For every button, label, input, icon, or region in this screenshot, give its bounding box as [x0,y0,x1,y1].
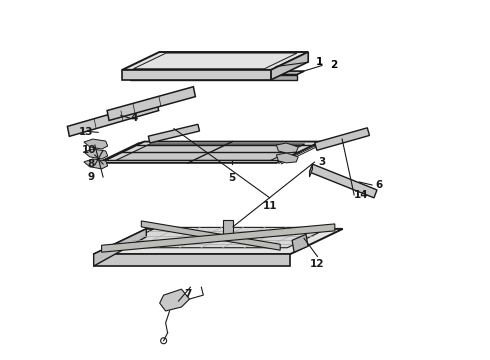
Polygon shape [84,149,108,159]
Text: 1: 1 [316,57,323,67]
Polygon shape [292,234,308,252]
Polygon shape [276,153,298,163]
Polygon shape [130,71,304,75]
Text: 9: 9 [88,172,95,182]
Text: 13: 13 [79,127,94,138]
Polygon shape [148,124,199,143]
Polygon shape [122,52,308,70]
Polygon shape [101,224,335,252]
Polygon shape [276,143,298,153]
Text: 3: 3 [319,157,326,167]
Text: 8: 8 [88,159,95,169]
Polygon shape [122,70,271,80]
Polygon shape [115,228,330,248]
Polygon shape [84,159,108,169]
Polygon shape [141,221,280,250]
Polygon shape [116,144,305,161]
Polygon shape [271,52,308,80]
Text: 10: 10 [82,145,97,155]
Polygon shape [100,141,321,163]
Polygon shape [223,220,233,234]
Polygon shape [310,164,377,198]
Polygon shape [310,164,313,177]
Text: 5: 5 [228,173,236,183]
Text: 7: 7 [184,289,191,299]
Polygon shape [160,289,190,311]
Polygon shape [84,139,108,149]
Polygon shape [315,128,369,150]
Polygon shape [94,229,147,266]
Polygon shape [94,254,290,266]
Text: 14: 14 [354,190,368,200]
Polygon shape [107,87,196,121]
Polygon shape [130,75,297,80]
Text: 12: 12 [310,259,325,269]
Text: 6: 6 [375,180,383,190]
Polygon shape [68,100,159,136]
Polygon shape [94,229,343,254]
Text: 11: 11 [263,201,277,211]
Text: 4: 4 [130,113,138,123]
Text: 2: 2 [330,60,337,69]
